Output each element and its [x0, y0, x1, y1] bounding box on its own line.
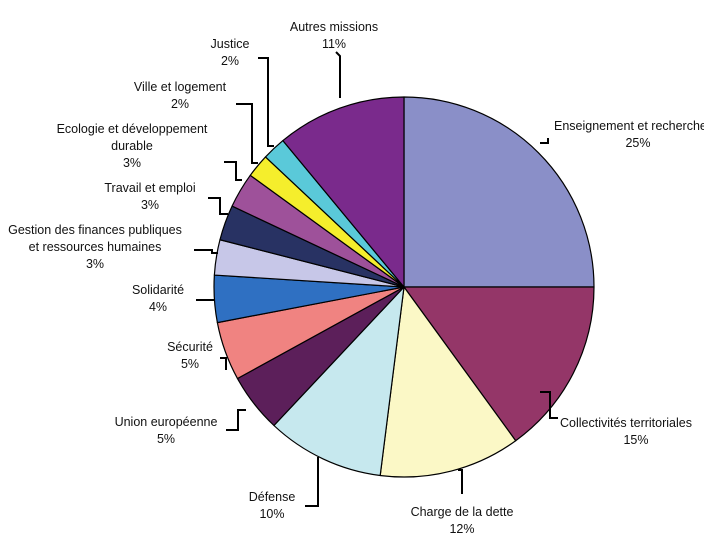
- slice-name: Ville et logement: [134, 80, 227, 94]
- slice-label: Union européenne 5%: [115, 415, 218, 446]
- slice-name: Collectivités territoriales: [560, 416, 692, 430]
- leader-line: [305, 457, 319, 507]
- slice-label: Défense 10%: [249, 490, 296, 521]
- slice-name: Justice: [211, 37, 250, 51]
- slice-percent: 4%: [149, 300, 167, 314]
- slice-percent: 2%: [171, 97, 189, 111]
- slice-name: Ecologie et développement: [57, 122, 208, 136]
- slice-label: Gestion des finances publiques et ressour…: [8, 223, 182, 271]
- pie-slice: [379, 286, 517, 478]
- slice-name: Solidarité: [132, 283, 184, 297]
- slice-name: Union européenne: [115, 415, 218, 429]
- slice-percent: 11%: [322, 37, 346, 51]
- leader-line: [258, 57, 274, 147]
- slice-name: Travail et emploi: [104, 181, 195, 195]
- slice-percent: 2%: [221, 54, 239, 68]
- leader-line: [208, 197, 228, 215]
- slice-percent: 15%: [623, 433, 648, 447]
- leader-line: [540, 138, 549, 144]
- slice-label: Collectivités territoriales 15%: [560, 416, 692, 447]
- slice-label: Travail et emploi 3%: [104, 181, 195, 212]
- leader-line: [458, 469, 463, 494]
- slice-label: Sécurité 5%: [167, 340, 213, 371]
- slice-percent: 5%: [181, 357, 199, 371]
- slice-label: Autres missions 11%: [290, 20, 378, 51]
- slice-percent: 25%: [625, 136, 650, 150]
- slice-label: Justice 2%: [211, 37, 250, 68]
- slice-label: Solidarité 4%: [132, 283, 184, 314]
- slice-label: Ville et logement 2%: [134, 80, 227, 111]
- slice-label: Charge de la dette 12%: [411, 505, 514, 536]
- slice-percent: 12%: [449, 522, 474, 536]
- slice-percent: 5%: [157, 432, 175, 446]
- slice-percent: 3%: [123, 156, 141, 170]
- pie-slice: [403, 286, 595, 442]
- slice-name: durable: [111, 139, 153, 153]
- slice-label: Enseignement et recherche 25%: [554, 119, 704, 150]
- slice-name: Sécurité: [167, 340, 213, 354]
- leader-line: [236, 103, 258, 164]
- leader-line: [220, 357, 227, 370]
- slice-name: Défense: [249, 490, 296, 504]
- slice-name: Enseignement et recherche: [554, 119, 704, 133]
- leader-line: [224, 161, 242, 181]
- pie-slice: [282, 96, 405, 288]
- pie-slice: [273, 286, 405, 477]
- pie-slice: [403, 96, 595, 288]
- leader-line: [335, 51, 341, 98]
- slice-percent: 3%: [141, 198, 159, 212]
- leader-line: [194, 249, 218, 254]
- slice-name: Gestion des finances publiques: [8, 223, 182, 237]
- slice-percent: 10%: [259, 507, 284, 521]
- slice-name: Charge de la dette: [411, 505, 514, 519]
- slice-name: Autres missions: [290, 20, 378, 34]
- slice-percent: 3%: [86, 257, 104, 271]
- slice-name: et ressources humaines: [29, 240, 162, 254]
- leader-line: [226, 409, 246, 431]
- slice-label: Ecologie et développement durable 3%: [57, 122, 208, 170]
- leader-line: [540, 391, 558, 419]
